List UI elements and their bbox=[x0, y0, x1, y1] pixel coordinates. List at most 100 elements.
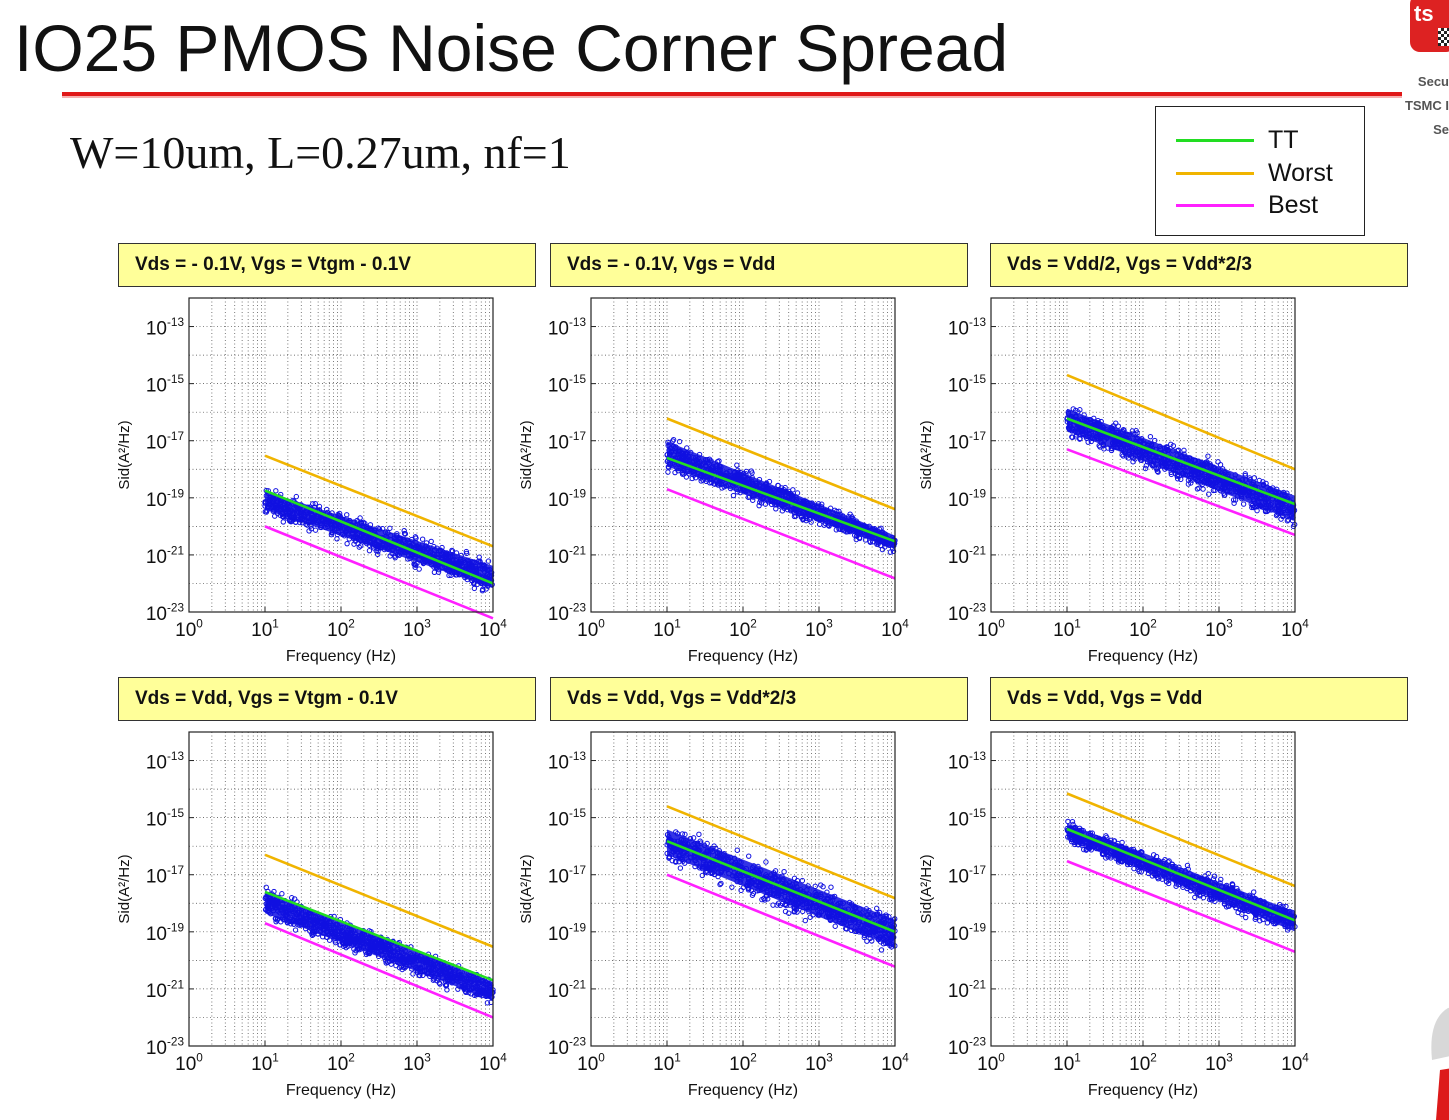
scatter-point bbox=[1185, 481, 1192, 487]
chart-panel-3: 100 101 102 103 10410-1310-1510-1710-1910-21… bbox=[918, 297, 1309, 665]
scatter-point bbox=[431, 569, 438, 575]
panel-header-1: Vds = - 0.1V, Vgs = Vtgm - 0.1V bbox=[118, 243, 536, 287]
panel-header-4: Vds = Vdd, Vgs = Vtgm - 0.1V bbox=[118, 677, 536, 721]
scatter-point bbox=[1230, 497, 1237, 503]
scatter-point bbox=[689, 475, 695, 482]
scatter-point bbox=[763, 859, 769, 865]
y-tick-label: 10-13 bbox=[146, 750, 185, 774]
y-tick-label: 10-23 bbox=[146, 601, 185, 625]
y-tick-label: 10-19 bbox=[146, 487, 184, 511]
x-tick-label: 102 bbox=[327, 1051, 355, 1075]
y-tick-label: 10-15 bbox=[548, 373, 587, 397]
y-tick-label: 10-23 bbox=[548, 1035, 587, 1059]
x-axis-label: Frequency (Hz) bbox=[286, 1082, 396, 1099]
scatter-point bbox=[326, 937, 333, 943]
chart-grid bbox=[991, 732, 1295, 1046]
corner-logo-icon bbox=[1431, 1007, 1449, 1120]
scatter-point bbox=[670, 437, 677, 443]
scatter-point bbox=[280, 519, 287, 525]
x-axis-label: Frequency (Hz) bbox=[286, 648, 396, 665]
y-axis-label: Sid(A²/Hz) bbox=[518, 420, 535, 489]
x-tick-label: 100 bbox=[977, 617, 1005, 641]
y-tick-label: 10-21 bbox=[146, 544, 184, 568]
series-line-best bbox=[264, 525, 494, 620]
y-axis-label: Sid(A²/Hz) bbox=[116, 420, 133, 489]
y-tick-label: 10-13 bbox=[548, 750, 587, 774]
x-tick-label: 104 bbox=[479, 617, 507, 641]
chart-panel-6: 100 101 102 103 10410-1310-1510-1710-1910-21… bbox=[918, 731, 1309, 1099]
scatter-point bbox=[384, 959, 391, 966]
x-tick-label: 101 bbox=[653, 1051, 681, 1075]
x-tick-label: 104 bbox=[1281, 617, 1309, 641]
scatter-point bbox=[1206, 491, 1212, 497]
scatter-point bbox=[1147, 433, 1154, 440]
scatter-density bbox=[1067, 408, 1295, 522]
scatter-point bbox=[1168, 441, 1174, 448]
scatter-point bbox=[471, 585, 478, 592]
series-line-best bbox=[264, 922, 494, 1019]
scatter-point bbox=[271, 888, 277, 895]
scatter-point bbox=[820, 884, 826, 890]
x-tick-label: 103 bbox=[805, 617, 833, 641]
x-axis-label: Frequency (Hz) bbox=[688, 648, 798, 665]
series-line-best bbox=[666, 873, 896, 968]
series-line-worst bbox=[1066, 373, 1296, 471]
scatter-point bbox=[412, 534, 419, 540]
x-tick-label: 101 bbox=[653, 617, 681, 641]
scatter-point bbox=[309, 932, 316, 939]
scatter-point bbox=[874, 905, 880, 912]
x-tick-label: 104 bbox=[881, 1051, 909, 1075]
scatter-point bbox=[1069, 434, 1076, 441]
scatter-point bbox=[775, 900, 782, 906]
x-tick-label: 100 bbox=[175, 617, 203, 641]
y-tick-label: 10-13 bbox=[146, 316, 185, 340]
chart-panel-1: 100 101 102 103 10410-1310-1510-1710-1910-21… bbox=[116, 297, 507, 665]
series-line-tt bbox=[666, 839, 896, 934]
y-tick-label: 10-15 bbox=[548, 807, 587, 831]
y-tick-label: 10-15 bbox=[146, 373, 185, 397]
y-tick-label: 10-13 bbox=[548, 316, 587, 340]
scatter-point bbox=[1154, 468, 1161, 474]
scatter-point bbox=[272, 513, 278, 519]
y-tick-label: 10-17 bbox=[548, 430, 586, 454]
scatter-point bbox=[416, 972, 422, 978]
scatter-point bbox=[750, 890, 757, 897]
x-tick-label: 101 bbox=[1053, 617, 1081, 641]
scatter-point bbox=[1174, 476, 1181, 482]
scatter-point bbox=[729, 884, 735, 890]
y-tick-label: 10-21 bbox=[548, 544, 586, 568]
chart-legend: TT Worst Best bbox=[1155, 106, 1365, 236]
scatter-point bbox=[483, 586, 489, 592]
scatter-point bbox=[306, 528, 312, 534]
series-line-tt bbox=[264, 489, 494, 585]
scatter-point bbox=[485, 558, 492, 564]
panel-header-2: Vds = - 0.1V, Vgs = Vdd bbox=[550, 243, 968, 287]
series-line-worst bbox=[264, 454, 494, 548]
scatter-point bbox=[430, 977, 437, 983]
scatter-point bbox=[1178, 476, 1184, 483]
x-tick-label: 102 bbox=[729, 617, 757, 641]
x-tick-label: 102 bbox=[1129, 617, 1157, 641]
scatter-point bbox=[1077, 407, 1083, 413]
scatter-point bbox=[1251, 475, 1258, 481]
scatter-point bbox=[770, 902, 776, 908]
x-tick-label: 103 bbox=[1205, 617, 1233, 641]
scatter-point bbox=[746, 853, 752, 859]
scatter-point bbox=[273, 488, 279, 494]
logo-text-line: TSMC I bbox=[1404, 98, 1449, 113]
chart-panel-2: 100 101 102 103 10410-1310-1510-1710-1910-21… bbox=[518, 297, 909, 665]
title-underline-shadow bbox=[62, 96, 1402, 98]
scatter-point bbox=[677, 865, 684, 871]
company-logo: ts Secu TSMC I Se bbox=[1386, 0, 1449, 170]
scatter-point bbox=[807, 914, 813, 920]
scatter-point bbox=[1254, 507, 1260, 514]
chart-panel-5: 100 101 102 103 10410-1310-1510-1710-1910-21… bbox=[518, 731, 909, 1099]
scatter-point bbox=[444, 987, 450, 993]
scatter-point bbox=[1205, 453, 1211, 459]
panel-header-3: Vds = Vdd/2, Vgs = Vdd*2/3 bbox=[990, 243, 1408, 287]
x-axis-label: Frequency (Hz) bbox=[688, 1082, 798, 1099]
scatter-point bbox=[412, 564, 418, 570]
series-line-tt bbox=[666, 456, 896, 543]
scatter-point bbox=[1143, 462, 1149, 469]
y-tick-label: 10-19 bbox=[948, 487, 986, 511]
